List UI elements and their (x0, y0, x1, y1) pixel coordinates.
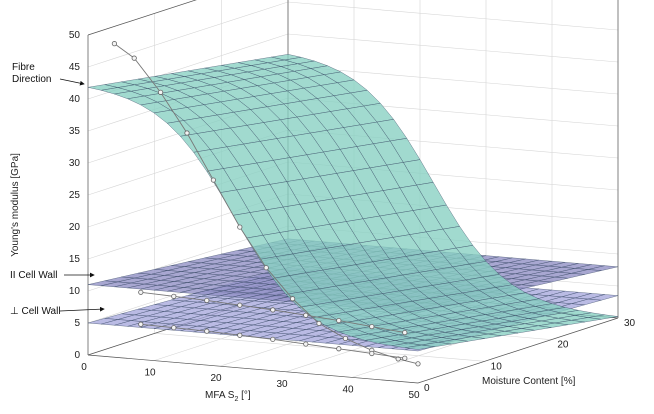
fibre-trace-point (111, 41, 118, 47)
parallel-trace-point (138, 289, 144, 295)
grid-line (87, 1, 289, 68)
z-tick-label: 20 (69, 222, 81, 233)
perp-trace-point (402, 355, 408, 361)
annotation-perp-arrow (59, 306, 105, 312)
grid-line (154, 333, 485, 362)
parallel-trace-point (336, 317, 342, 324)
annotations: Fibre Direction II Cell Wall ⊥ Cell Wall (10, 62, 105, 317)
grid-line (287, 65, 619, 95)
fibre-trace-point (210, 177, 216, 183)
x-tick-label: 40 (342, 384, 354, 395)
surfaces (87, 54, 619, 352)
z-tick-label: 50 (69, 30, 81, 41)
parallel-trace-point (204, 297, 210, 304)
fibre-trace-point (289, 296, 296, 302)
surface-cell (404, 344, 435, 350)
fibre-trace-point (263, 265, 269, 271)
y-tick-label: 30 (624, 318, 636, 329)
perp-trace-point (237, 332, 243, 338)
perp-trace-point (336, 346, 342, 352)
z-tick-label: 0 (74, 350, 80, 361)
z-tick-label: 25 (69, 190, 81, 201)
fibre-trace-point (316, 320, 322, 326)
fibre-direction-surface (87, 54, 619, 350)
perp-trace-point (303, 341, 309, 347)
z-tick-label: 45 (69, 62, 81, 73)
x-tick-label: 10 (144, 368, 156, 379)
x-tick-label: 20 (210, 373, 222, 384)
fibre-trace-point (158, 89, 164, 95)
fibre-trace-point (131, 55, 137, 61)
perp-trace-point (270, 336, 276, 342)
z-tick-label: 40 (69, 94, 81, 105)
axis-edge (417, 317, 619, 384)
y-tick-label: 20 (557, 340, 569, 351)
z-tick-label: 10 (69, 286, 81, 297)
parallel-trace-point (237, 302, 243, 308)
parallel-trace-point (270, 307, 276, 313)
parallel-trace-point (402, 329, 408, 336)
y-tick-label: 10 (491, 361, 503, 372)
z-axis-label: Young's modulus [GPa] (10, 153, 21, 257)
x-tick-label: 50 (408, 390, 420, 401)
annotation-perp-cell-wall: ⊥ Cell Wall (10, 306, 61, 317)
fibre-trace-point (184, 130, 190, 136)
annotation-fibre-direction: Fibre Direction (12, 62, 51, 85)
fibre-trace-point (415, 361, 421, 367)
axis-edge (87, 354, 419, 384)
z-tick-label: 35 (69, 126, 81, 137)
y-axis-label: Moisture Content [%] (482, 376, 576, 387)
z-tick-label: 15 (69, 254, 81, 265)
tick-labels: 0 5 10 15 20 25 30 35 40 45 50 0 10 20 30 40 50 0 10 20 30 (69, 30, 636, 401)
annotation-fibre-arrow (59, 78, 85, 86)
parallel-trace-point (303, 312, 309, 318)
parallel-trace-point (369, 323, 375, 330)
fibre-trace-point (237, 224, 243, 230)
perp-trace-point (138, 321, 144, 327)
x-axis-label: MFA S2 [°] (205, 390, 251, 403)
annotation-parallel-cell-wall: II Cell Wall (10, 270, 57, 281)
x-tick-label: 0 (81, 362, 87, 373)
data-traces (111, 41, 421, 367)
parallel-trace-point (171, 293, 177, 299)
grid-line (287, 1, 619, 31)
grid-line (287, 33, 619, 63)
z-tick-label: 30 (69, 158, 81, 169)
z-tick-label: 5 (74, 318, 80, 329)
fibre-trace-point (342, 335, 348, 342)
perp-trace-point (171, 325, 177, 331)
x-tick-label: 30 (276, 379, 288, 390)
perp-trace-point (369, 350, 375, 357)
axis-edge (87, 0, 197, 36)
y-tick-label: 0 (424, 383, 430, 394)
grid-line (87, 0, 197, 36)
perp-trace-point (204, 328, 210, 334)
